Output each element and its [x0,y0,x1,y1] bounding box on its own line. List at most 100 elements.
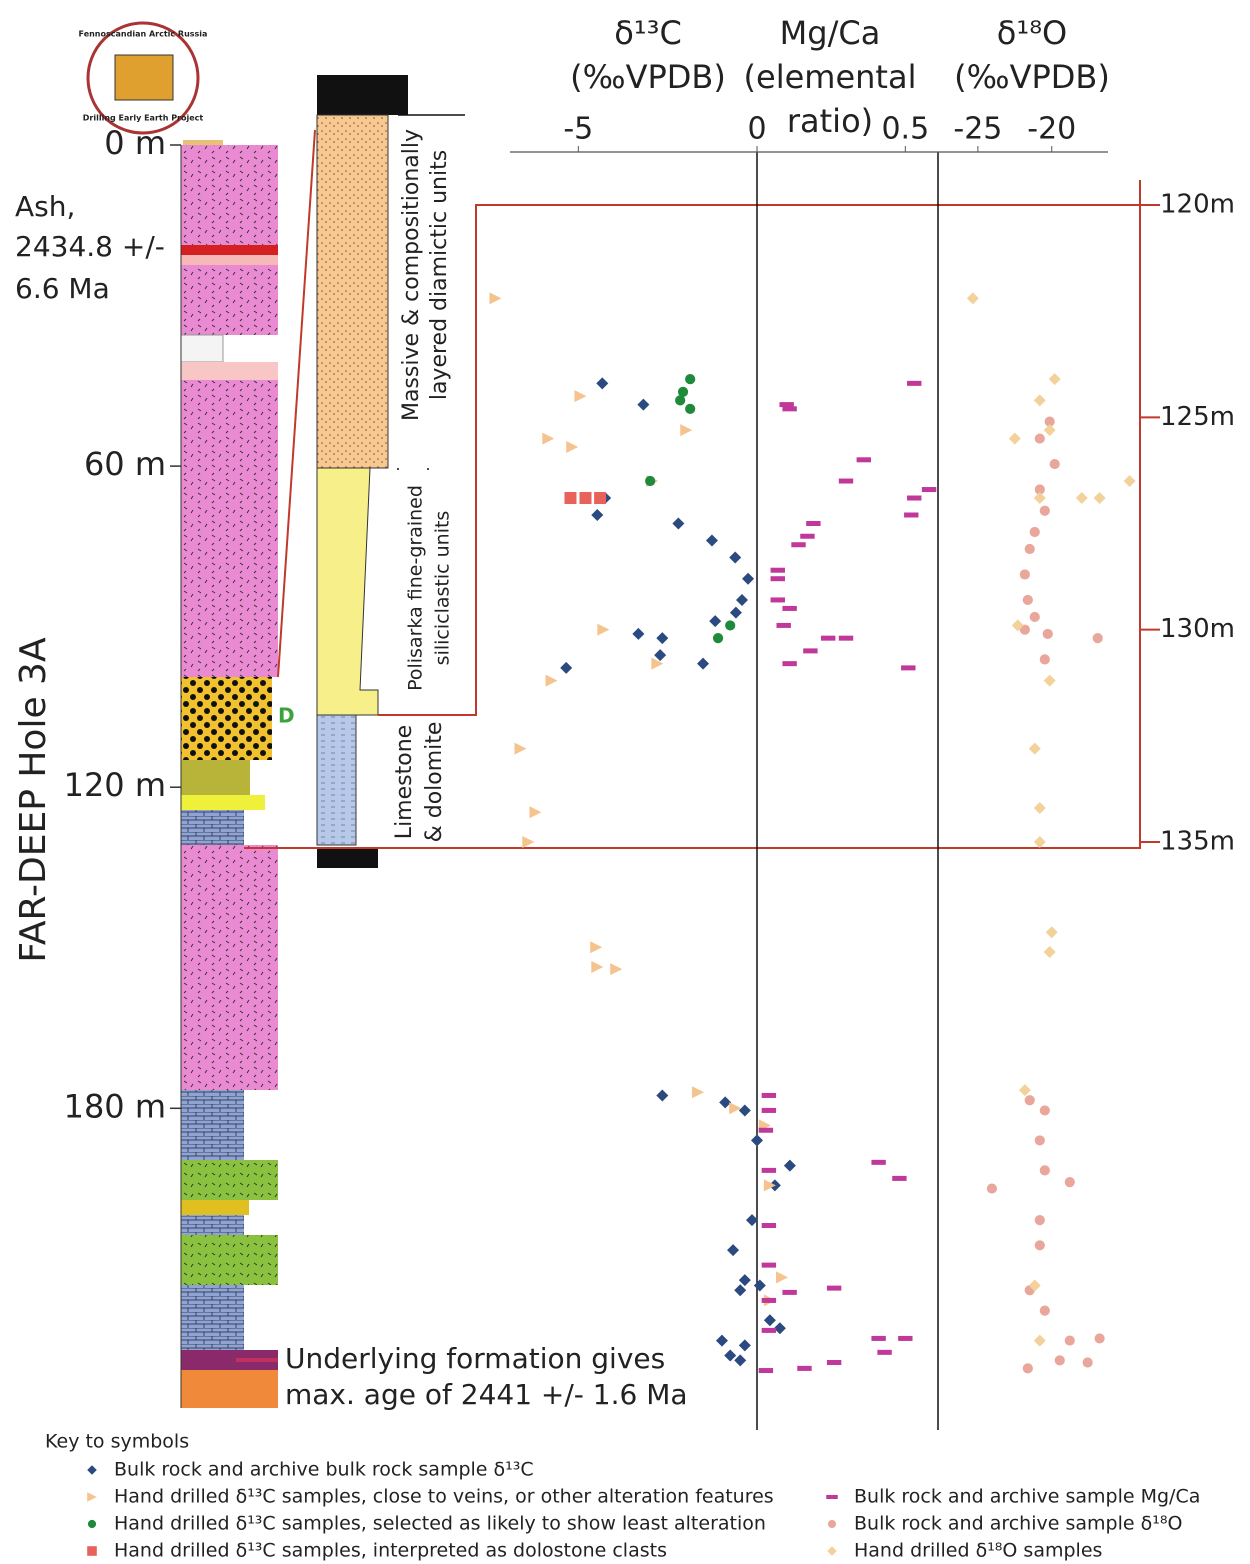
marker-triangle [87,1492,97,1502]
marker-triangle [574,390,586,402]
depth-tick-label: 120 m [64,766,166,804]
marker-diamond [637,399,649,411]
marker-diamond [754,1279,766,1291]
marker-circle [1093,633,1103,643]
underlying-label: max. age of 2441 +/- 1.6 Ma [285,1378,688,1411]
marker-circle [1040,654,1050,664]
marker-dash [762,1093,776,1098]
legend-title: Key to symbols [45,1431,189,1453]
marker-circle [1065,1177,1075,1187]
marker-diamond [591,509,603,521]
marker-dash [871,1160,885,1165]
litho [181,1215,244,1235]
marker-diamond [784,1160,796,1172]
legend-entry: Hand drilled δ¹³C samples, close to vein… [114,1486,774,1508]
litho [181,1160,278,1200]
marker-diamond [734,1284,746,1296]
marker-diamond [1034,492,1046,504]
marker-circle [1025,544,1035,554]
legend-entry: Hand drilled δ¹³C samples, selected as l… [114,1513,766,1535]
marker-circle [1055,1355,1065,1365]
main-column [181,140,278,1408]
x-tick-label: 0.5 [881,112,929,147]
marker-dash [759,1128,773,1133]
zoom-tick-label: 120m [1160,190,1235,220]
litho [181,1370,278,1408]
marker-dash [839,479,853,484]
litho [181,677,272,760]
marker-triangle [514,743,526,755]
marker-triangle [522,836,534,848]
marker-diamond [706,534,718,546]
marker-square [594,492,606,504]
marker-dash [771,576,785,581]
marker-diamond [709,615,721,627]
marker-dash [803,648,817,653]
marker-diamond [739,1339,751,1351]
ash-label: 2434.8 +/- [15,230,165,263]
marker-triangle [566,441,578,453]
x-tick-label: -20 [1027,112,1076,147]
marker-triangle [546,675,558,687]
marker-diamond [1049,373,1061,385]
marker-dash [800,534,814,539]
marker-diamond [729,551,741,563]
marker-dash [826,1495,838,1499]
marker-diamond [656,632,668,644]
marker-dash [782,661,796,666]
panel-title: (‰VPDB) [954,58,1110,96]
marker-dash [839,636,853,641]
marker-dash [827,1360,841,1365]
marker-dash [901,665,915,670]
marker-circle [1035,1135,1045,1145]
marker-diamond [1034,394,1046,406]
depth-tick-label: 60 m [84,445,166,483]
panel-title: Mg/Ca [780,14,881,52]
marker-circle [1040,1105,1050,1115]
legend-entry: Hand drilled δ¹⁸O samples [854,1540,1102,1562]
legend-entry: Bulk rock and archive sample Mg/Ca [854,1486,1200,1508]
litho [181,362,278,380]
marker-dash [771,568,785,573]
marker-dash [877,1350,891,1355]
depth-axis-label: FAR-DEEP Hole 3A [13,637,54,963]
marker-diamond [967,292,979,304]
litho [181,1235,278,1285]
marker-diamond [1019,1084,1031,1096]
ash-label: 6.6 Ma [15,272,110,305]
underlying-label: Underlying formation gives [285,1342,665,1375]
marker-diamond [1009,433,1021,445]
logo-cube [115,55,173,100]
marker-circle [1035,1215,1045,1225]
marker-triangle [590,941,602,953]
unit-label: Massive & compositionally [399,129,424,421]
marker-dash [904,513,918,518]
litho [181,335,223,362]
litho [317,115,388,468]
marker-triangle [610,963,622,975]
logo: Fennoscandian Arctic Russia Drilling Ear… [79,23,208,133]
marker-dash [762,1223,776,1228]
marker-dash [797,1366,811,1371]
litho [181,1090,244,1160]
marker-triangle [529,806,541,818]
marker-circle [685,404,695,414]
d-marker: D [278,704,295,728]
marker-triangle [692,1086,704,1098]
logo-text: Fennoscandian Arctic Russia [79,30,208,39]
litho [181,795,265,810]
marker-diamond [697,658,709,670]
marker-dash [777,623,791,628]
marker-triangle [597,624,609,636]
litho [317,468,378,715]
marker-diamond [87,1465,97,1475]
marker-circle [1043,629,1053,639]
marker-dash [762,1298,776,1303]
marker-diamond [751,1134,763,1146]
marker-diamond [654,649,666,661]
panel-title: δ¹⁸O [997,14,1067,52]
marker-circle [1035,433,1045,443]
marker-square [564,492,576,504]
marker-diamond [1046,926,1058,938]
marker-triangle [729,1102,741,1114]
